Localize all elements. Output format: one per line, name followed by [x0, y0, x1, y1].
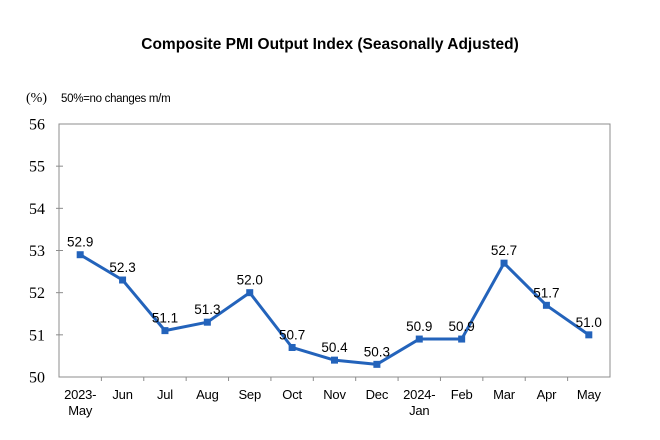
- y-axis-tick-label: 55: [29, 159, 45, 176]
- x-axis-tick-label: Mar: [493, 387, 516, 402]
- y-axis-tick-label: 53: [29, 243, 45, 260]
- data-point-label: 50.4: [321, 340, 348, 355]
- data-point-label: 51.0: [576, 315, 602, 330]
- data-point-marker: [500, 259, 508, 267]
- data-point-marker: [373, 360, 381, 368]
- x-axis-tick-label: Jun: [112, 387, 132, 402]
- data-point-marker: [161, 327, 169, 335]
- x-axis-tick-label: 2024-Jan: [403, 387, 435, 418]
- y-axis-tick-label: 54: [29, 201, 45, 218]
- data-point-label: 52.3: [109, 260, 135, 275]
- axis-note: 50%=no changes m/m: [61, 93, 171, 105]
- data-point-label: 52.9: [67, 235, 93, 250]
- x-axis-tick-label: Dec: [366, 387, 389, 402]
- data-point-marker: [415, 335, 423, 343]
- data-point-marker: [288, 343, 296, 351]
- data-point-marker: [585, 331, 593, 339]
- y-axis-tick-label: 50: [29, 370, 45, 387]
- data-point-label: 50.7: [279, 327, 305, 342]
- data-point-label: 51.3: [194, 302, 220, 317]
- data-point-marker: [458, 335, 466, 343]
- data-point-label: 52.7: [491, 243, 517, 258]
- data-point-marker: [119, 276, 127, 284]
- data-point-label: 50.3: [364, 344, 390, 359]
- x-axis-tick-label: May: [577, 387, 602, 402]
- x-axis-tick-label: Sep: [238, 387, 261, 402]
- x-axis-tick-label: Apr: [537, 387, 558, 402]
- data-point-marker: [542, 301, 550, 309]
- y-axis-unit-label: (%): [26, 91, 47, 106]
- data-point-marker: [246, 289, 254, 297]
- data-point-label: 50.9: [406, 319, 432, 334]
- x-axis-tick-label: Oct: [282, 387, 302, 402]
- chart-title: Composite PMI Output Index (Seasonally A…: [141, 36, 519, 53]
- data-point-marker: [76, 251, 84, 259]
- y-axis-tick-label: 56: [29, 117, 45, 134]
- x-axis-tick-label: 2023-May: [64, 387, 96, 418]
- plot-frame: [58, 123, 611, 378]
- data-point-label: 52.0: [237, 273, 263, 288]
- data-point-marker: [203, 318, 211, 326]
- data-point-label: 50.9: [449, 319, 475, 334]
- data-point-label: 51.7: [533, 285, 559, 300]
- data-point-label: 51.1: [152, 311, 178, 326]
- data-point-marker: [331, 356, 338, 364]
- y-axis-tick-label: 51: [29, 327, 45, 344]
- x-axis-tick-label: Jul: [157, 387, 173, 402]
- x-axis-tick-label: Aug: [196, 387, 219, 402]
- x-axis-tick-label: Feb: [451, 387, 473, 402]
- x-axis-tick-label: Nov: [323, 387, 346, 402]
- y-axis-tick-label: 52: [29, 285, 45, 302]
